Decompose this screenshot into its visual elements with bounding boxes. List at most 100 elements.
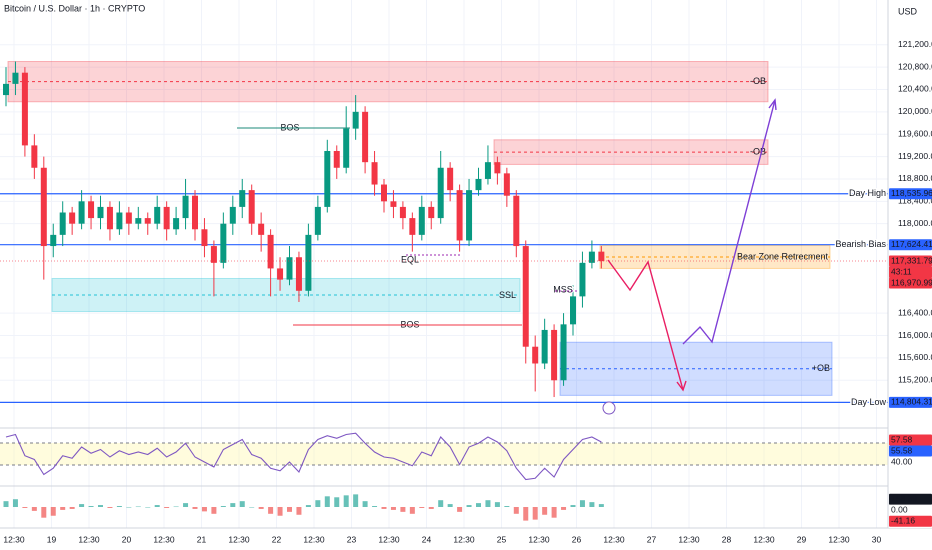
candle-body [239,190,246,207]
candle-body [352,111,359,129]
y-tick-label: 121,200.00 [898,39,932,49]
y-tick-label: 116,400.00 [898,307,932,317]
candle-body [560,324,567,381]
x-tick-label: 30 [872,534,882,544]
price-tag [889,277,932,289]
macd-bar [589,502,595,507]
candle-body [484,162,491,179]
candle-body [78,201,85,224]
price-tag-label: 0.00 [891,505,908,515]
candle-body [333,150,340,168]
macd-bar [362,501,368,507]
currency: USD [898,6,918,16]
chart-title: Bitcoin / U.S. Dollar · 1h · CRYPTO [4,3,145,13]
y-tick-label: 119,600.00 [898,128,932,138]
macd-bar [372,506,378,507]
candle-body [97,206,104,219]
x-tick-label: 12:30 [603,534,625,544]
macd-bar [476,503,481,507]
countdown-box [889,266,932,278]
rsi-line [5,432,602,481]
macd-bar [561,507,567,510]
x-tick-label: 12:30 [78,534,100,544]
price-tag [889,434,932,446]
zone-label: -OB [750,76,766,86]
candle-body [182,195,189,219]
macd-bar [598,504,604,507]
x-tick-label: 12:30 [228,534,250,544]
macd-bar [570,505,576,507]
macd-bar [428,507,434,509]
plot: -OB -OB SSL Bear Zone Retrecment +OB Day High… [0,0,888,528]
price-tag-label: 158.39 [891,494,917,504]
macd-bar [98,505,103,507]
x-tick-label: 12:30 [753,534,775,544]
candle-body [381,184,387,202]
macd-bar [513,507,519,514]
candle-body [88,201,95,219]
macd-bar [220,506,226,507]
candle-body [522,246,529,347]
macd-bar [287,507,292,512]
macd-bar [239,501,245,507]
macd-bar [258,507,264,509]
price-tag-label: 55.58 [891,445,913,455]
candle-body [21,72,28,146]
level-name: Bearish Bias [835,239,886,249]
candle-body [371,162,378,185]
candle-body [362,111,369,163]
countdown: 43:11 [891,266,912,276]
macd-bar [3,501,9,507]
macd-bar [50,507,56,516]
macd-bar [334,497,340,507]
zone-label: Bear Zone Retrecment [737,251,829,261]
zone-label: +OB [812,363,830,373]
y-tick-label: 120,000.00 [898,106,932,116]
candle-body [513,195,520,247]
candle-body [50,234,57,247]
macd-bar [31,507,37,511]
x-tick-label: 22 [272,534,282,544]
x-tick-label: 12:30 [678,534,700,544]
zone-label: SSL [499,290,516,300]
candle-body [551,329,558,381]
event-icon[interactable] [602,401,616,415]
macd-bar [135,506,141,508]
candle-body [135,218,142,224]
x-tick-label: 12:30 [3,534,25,544]
candle-body [154,206,161,224]
macd-bar [419,507,425,508]
macd-bar [504,506,510,507]
price-tag [889,445,932,457]
candle-body [324,150,331,207]
price-tag [889,396,932,408]
macd-bar [353,494,359,507]
candle-body [192,195,198,230]
candle-body [116,212,123,230]
x-tick-label: 29 [797,534,807,544]
x-tick-label: 20 [122,534,132,544]
macd-bar [579,500,585,507]
candle-body [409,218,416,235]
y-tick-label: 120,400.00 [898,84,932,94]
macd-bar [324,496,330,507]
candle-body [503,173,510,196]
candle-body [31,145,38,168]
annotation: MSS [553,284,573,294]
y-tick-label: 115,600.00 [898,352,932,362]
price-tag-label: 40.00 [891,456,913,466]
candle-body [541,329,548,364]
macd-bar [116,506,122,507]
macd-bar [277,507,283,516]
x-tick-label: 28 [722,534,732,544]
macd-bar [79,504,85,507]
macd-bar [400,507,406,512]
candle-body [314,206,321,235]
candle-body [3,83,9,96]
price-tag [889,188,932,200]
macd-bar [249,507,255,508]
candle-body [532,346,539,364]
macd-bar [485,500,491,507]
macd-bar [551,507,557,518]
